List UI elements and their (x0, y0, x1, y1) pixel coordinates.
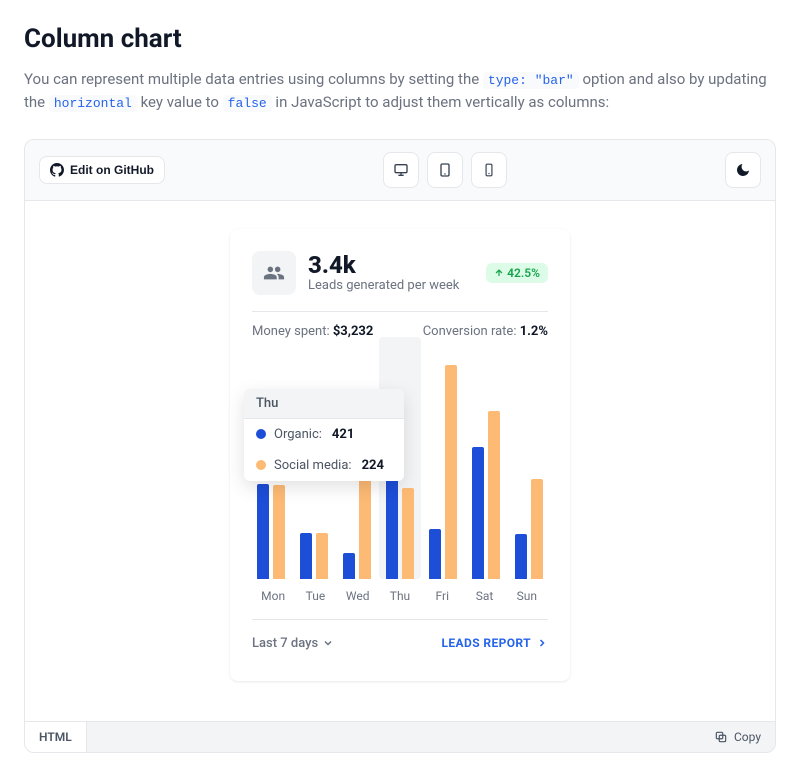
card-subtitle: Leads generated per week (308, 278, 459, 293)
chart-tooltip: Thu Organic: 421 Social media: 224 (244, 389, 404, 481)
tooltip-value: 421 (332, 427, 354, 442)
chart-bar[interactable] (472, 447, 484, 578)
chart-bar[interactable] (402, 488, 414, 579)
chart-bar[interactable] (257, 484, 269, 579)
chart-bar[interactable] (300, 533, 312, 579)
tablet-icon (437, 162, 453, 178)
chevron-right-icon (536, 637, 548, 649)
chart-bar[interactable] (343, 553, 355, 578)
leads-report-link[interactable]: LEADS REPORT (442, 636, 549, 650)
desktop-icon (393, 162, 409, 178)
leads-card: 3.4k Leads generated per week 42.5% Mone… (230, 229, 570, 681)
code-false: false (223, 95, 272, 112)
page-heading: Column chart (24, 24, 776, 54)
money-spent: Money spent: $3,232 (252, 324, 373, 339)
money-value: $3,232 (333, 324, 374, 339)
tooltip-title: Thu (244, 389, 404, 419)
tooltip-value: 224 (362, 458, 384, 473)
edit-on-github-button[interactable]: Edit on GitHub (39, 156, 165, 184)
chevron-down-icon (322, 637, 334, 649)
tooltip-label: Organic: (274, 427, 322, 442)
github-icon (50, 163, 64, 177)
chart-bar[interactable] (445, 365, 457, 578)
xaxis-label: Tue (294, 589, 336, 603)
mobile-icon (482, 162, 496, 178)
chart-group[interactable] (511, 479, 546, 579)
dark-mode-toggle[interactable] (725, 152, 761, 188)
dropdown-label: Last 7 days (252, 636, 318, 651)
chart-bar[interactable] (515, 534, 527, 579)
chart-bar[interactable] (316, 533, 328, 579)
chart-bar[interactable] (488, 411, 500, 578)
growth-value: 42.5% (507, 266, 540, 280)
chart-group[interactable] (425, 365, 460, 578)
copy-button[interactable]: Copy (700, 722, 775, 752)
edit-on-github-label: Edit on GitHub (70, 163, 154, 177)
chart-group[interactable] (468, 411, 503, 578)
mobile-view-button[interactable] (471, 152, 507, 188)
legend-dot (256, 429, 266, 439)
xaxis-label: Sat (463, 589, 505, 603)
money-label: Money spent: (252, 324, 333, 339)
code-bar: HTML Copy (25, 721, 775, 752)
legend-dot (256, 460, 266, 470)
code-type-bar: type: "bar" (483, 72, 579, 89)
xaxis-label: Sun (506, 589, 548, 603)
xaxis-label: Mon (252, 589, 294, 603)
copy-label: Copy (734, 730, 761, 744)
viewport-buttons (383, 152, 507, 188)
example-frame: Edit on GitHub (24, 139, 776, 753)
conversion-rate: Conversion rate: 1.2% (423, 324, 548, 339)
tablet-view-button[interactable] (427, 152, 463, 188)
xaxis-label: Thu (379, 589, 421, 603)
divider (252, 619, 548, 620)
code-horizontal: horizontal (49, 95, 137, 112)
tooltip-label: Social media: (274, 458, 352, 473)
users-icon (252, 251, 296, 295)
arrow-up-icon (494, 268, 504, 278)
card-header: 3.4k Leads generated per week 42.5% (252, 251, 548, 295)
report-label: LEADS REPORT (442, 636, 532, 650)
html-tab[interactable]: HTML (25, 722, 87, 752)
chart-bar[interactable] (531, 479, 543, 579)
tooltip-row: Organic: 421 (244, 419, 404, 450)
desc-text: You can represent multiple data entries … (24, 70, 483, 88)
chart-bar[interactable] (429, 529, 441, 578)
divider (252, 311, 548, 312)
chart-group[interactable] (254, 484, 289, 579)
copy-icon (714, 730, 728, 744)
page-description: You can represent multiple data entries … (24, 68, 776, 115)
conv-value: 1.2% (520, 324, 548, 339)
desc-text: key value to (141, 93, 223, 111)
growth-badge: 42.5% (486, 263, 548, 283)
card-footer: Last 7 days LEADS REPORT (252, 636, 548, 651)
desc-text: in JavaScript to adjust them vertically … (275, 93, 609, 111)
chart-xaxis: MonTueWedThuFriSatSun (252, 589, 548, 603)
desktop-view-button[interactable] (383, 152, 419, 188)
xaxis-label: Fri (421, 589, 463, 603)
conv-label: Conversion rate: (423, 324, 520, 339)
chart-bar[interactable] (273, 485, 285, 579)
chart-group[interactable] (297, 533, 332, 579)
example-stage: 3.4k Leads generated per week 42.5% Mone… (25, 201, 775, 721)
card-value: 3.4k (308, 252, 459, 278)
moon-icon (735, 162, 751, 178)
example-toolbar: Edit on GitHub (25, 140, 775, 201)
date-range-dropdown[interactable]: Last 7 days (252, 636, 334, 651)
chart-container: Thu Organic: 421 Social media: 224 MonTueWe… (252, 359, 548, 603)
xaxis-label: Wed (337, 589, 379, 603)
tooltip-row: Social media: 224 (244, 450, 404, 481)
